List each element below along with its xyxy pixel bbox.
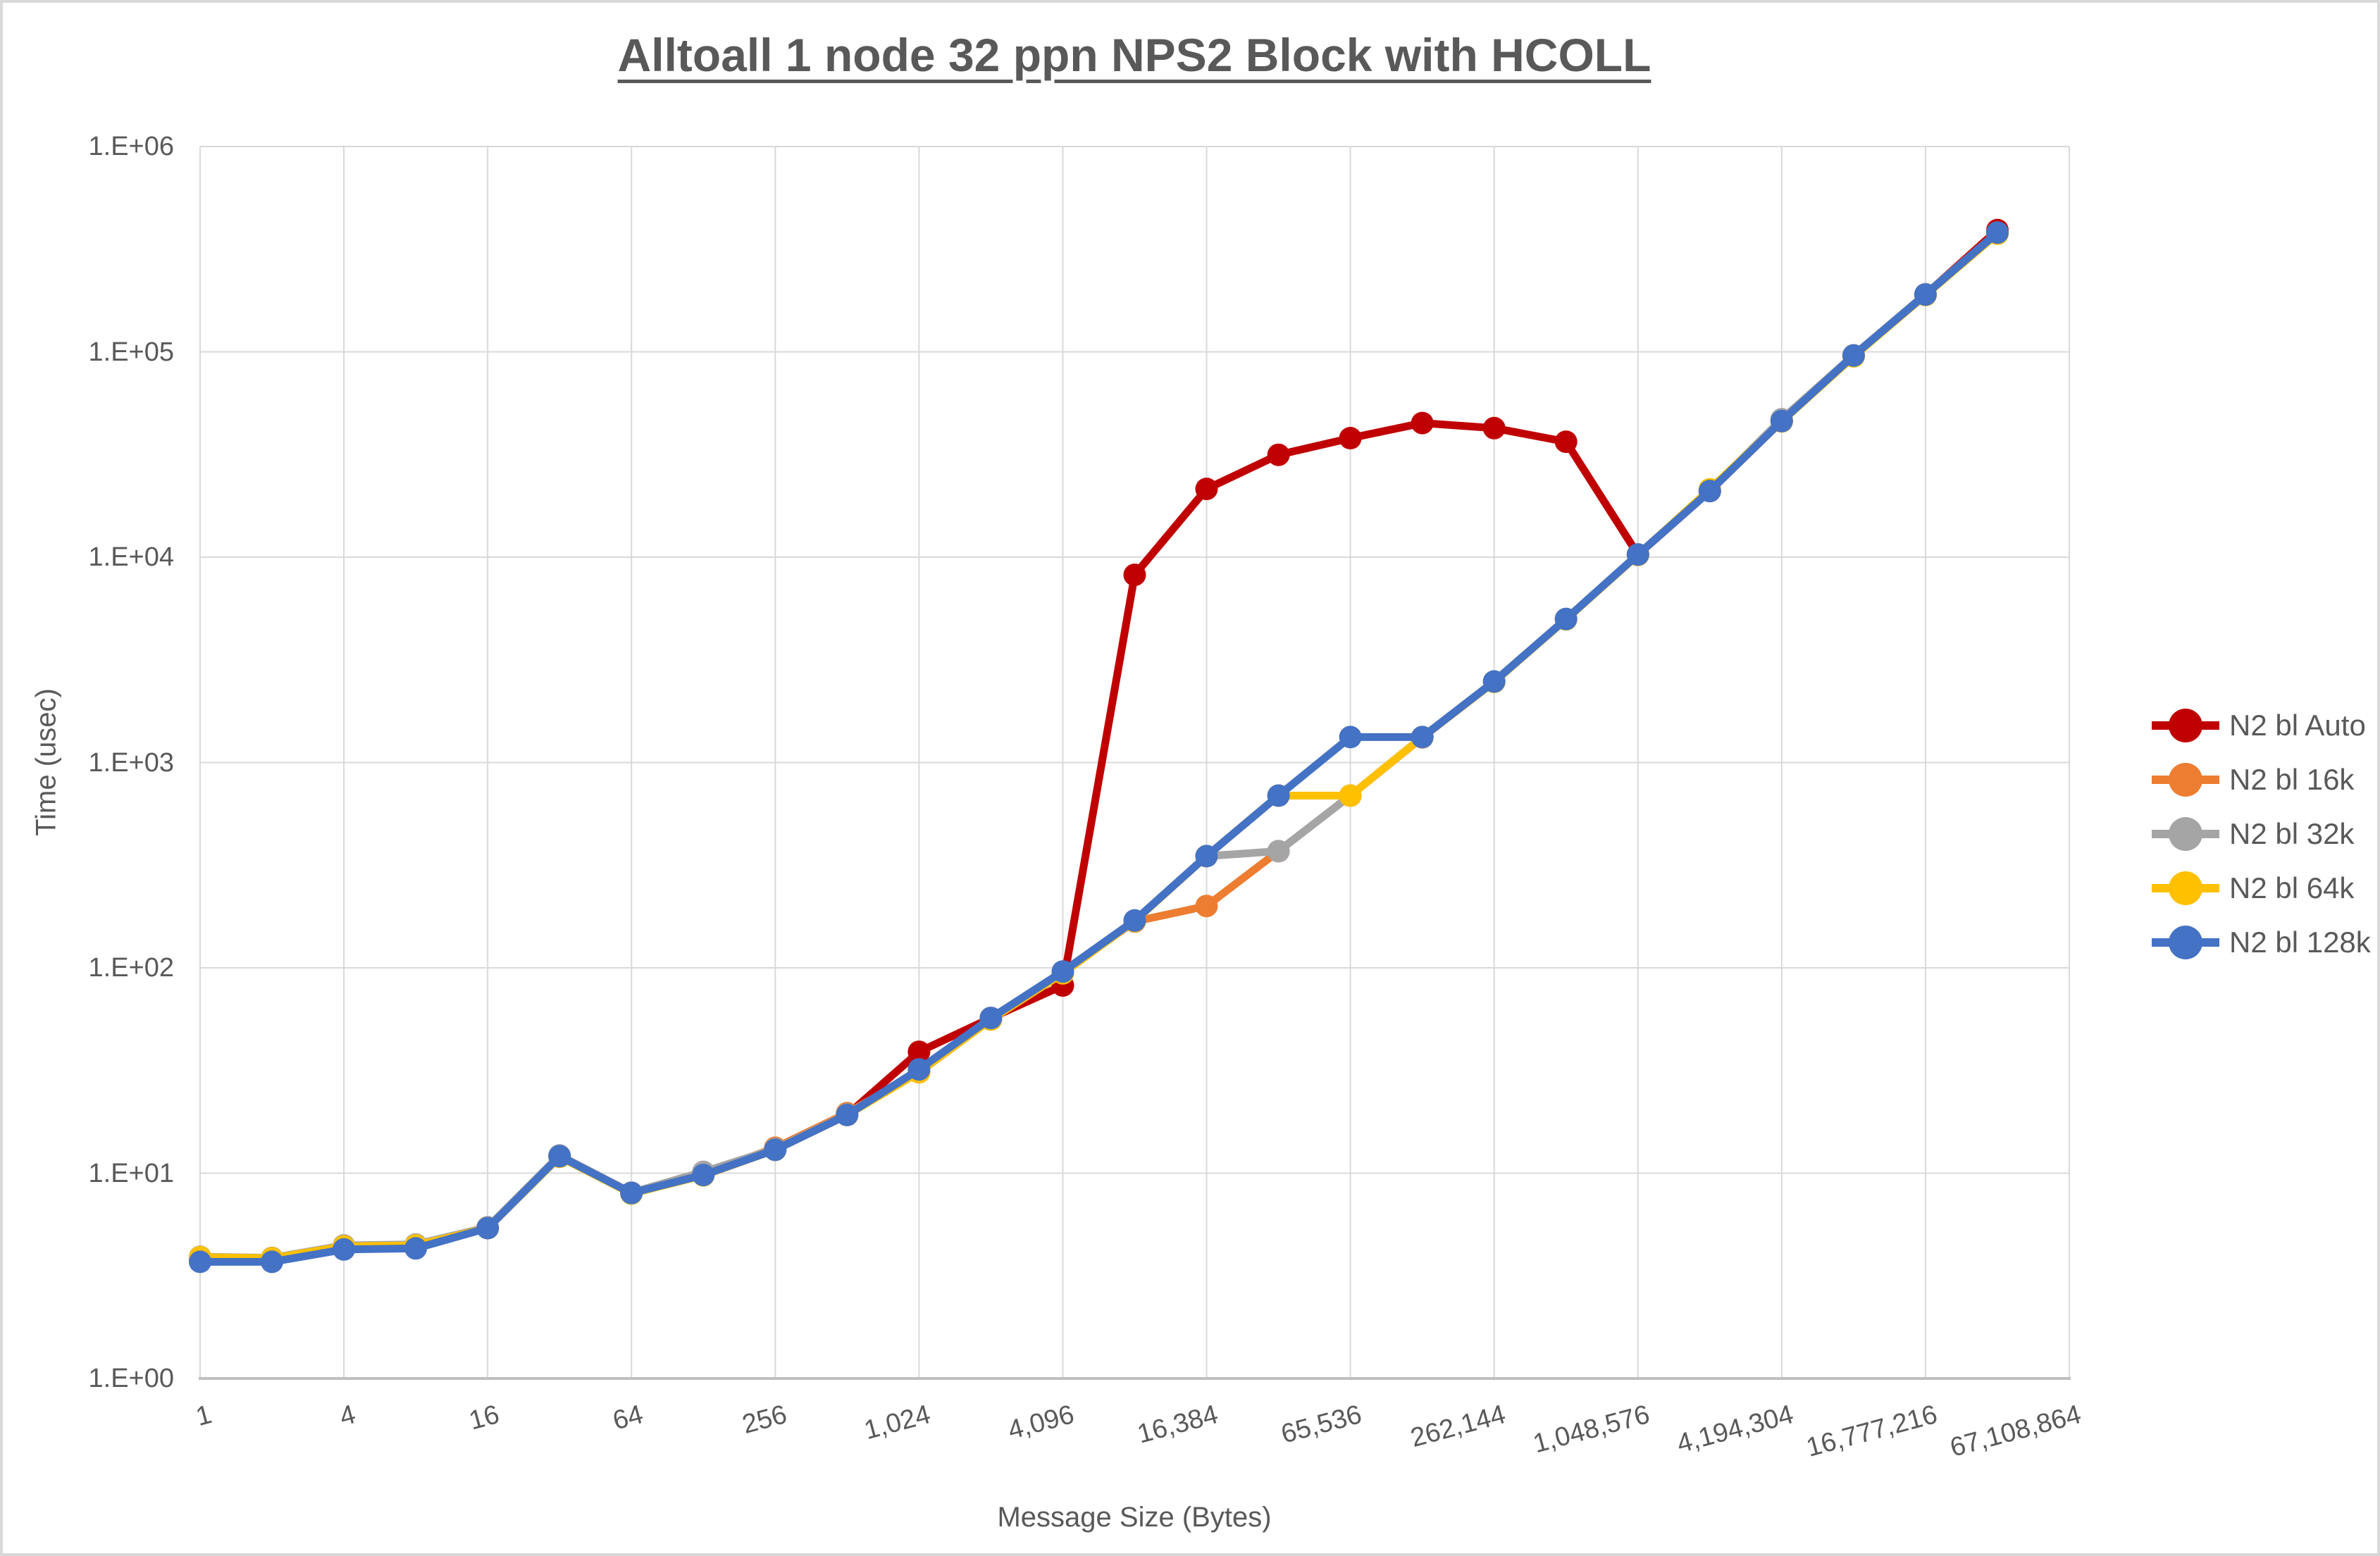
y-tick-label: 1.E+05 (88, 337, 175, 367)
y-tick-label: 1.E+01 (88, 1158, 175, 1188)
data-point-marker-N2-bl-128k (764, 1138, 787, 1162)
data-point-marker-N2-bl-128k (1267, 784, 1290, 807)
data-point-marker-N2-bl-128k (1123, 909, 1146, 932)
data-point-marker-N2-bl-64k (1339, 784, 1362, 807)
legend-marker (2152, 871, 2219, 905)
data-point-marker-N2-bl-128k (836, 1103, 859, 1126)
y-tick-label: 1.E+02 (88, 953, 175, 983)
x-axis-title: Message Size (Bytes) (997, 1502, 1272, 1533)
series-line-N2-bl-128k (196, 228, 2002, 1266)
data-point-marker-N2-bl-128k (1986, 221, 2009, 244)
data-point-marker-N2-bl-128k (548, 1145, 571, 1168)
legend-label: N2 bl Auto (2229, 709, 2366, 742)
legend-marker (2152, 709, 2219, 742)
data-point-marker-N2-bl-128k (1195, 845, 1218, 868)
data-point-marker-N2-bl-128k (404, 1237, 428, 1260)
y-tick-label: 1.E+03 (88, 747, 175, 778)
plot-area (189, 146, 2071, 1380)
data-point-marker-N2-bl-Auto (1411, 411, 1434, 435)
legend-label: N2 bl 32k (2229, 817, 2355, 850)
data-point-marker-N2-bl-128k (476, 1216, 500, 1240)
legend-marker (2152, 817, 2219, 851)
data-point-marker-N2-bl-128k (1339, 726, 1362, 749)
data-point-marker-N2-bl-128k (979, 1007, 1003, 1030)
legend-label: N2 bl 16k (2229, 763, 2355, 796)
legend-item-N2-bl-64k: N2 bl 64k (2150, 870, 2354, 907)
data-point-marker-N2-bl-Auto (1554, 430, 1578, 454)
chart-title: Alltoall 1 node 32 ppn NPS2 Block with H… (617, 29, 1651, 81)
data-point-marker-N2-bl-128k (1554, 607, 1578, 630)
data-point-marker-N2-bl-128k (1051, 960, 1074, 983)
data-point-marker-N2-bl-128k (907, 1058, 931, 1081)
y-tick-label: 1.E+00 (88, 1364, 175, 1393)
data-point-marker-N2-bl-32k (1267, 840, 1290, 863)
y-tick-label: 1.E+04 (88, 542, 175, 572)
legend-item-N2-bl-32k: N2 bl 32k (2150, 816, 2354, 852)
legend-item-N2-bl-Auto: N2 bl Auto (2150, 707, 2366, 744)
data-point-marker-N2-bl-128k (1698, 480, 1721, 503)
data-point-marker-N2-bl-Auto (1267, 443, 1290, 466)
data-point-marker-N2-bl-128k (620, 1181, 643, 1205)
data-point-marker-N2-bl-128k (1842, 344, 1865, 367)
legend-marker (2152, 763, 2219, 797)
data-point-marker-N2-bl-128k (261, 1250, 283, 1274)
data-point-marker-N2-bl-Auto (1482, 416, 1506, 440)
y-tick-label: 1.E+06 (88, 132, 175, 161)
data-point-marker-N2-bl-Auto (1195, 478, 1218, 501)
data-point-marker-N2-bl-128k (1482, 670, 1506, 693)
data-point-marker-N2-bl-128k (333, 1238, 356, 1261)
legend-label: N2 bl 128k (2229, 926, 2371, 959)
data-point-marker-N2-bl-128k (1411, 726, 1434, 749)
data-point-marker-N2-bl-Auto (907, 1040, 931, 1064)
data-point-marker-N2-bl-Auto (1123, 564, 1146, 587)
data-point-marker-N2-bl-128k (692, 1164, 715, 1187)
data-point-marker-N2-bl-128k (1770, 409, 1793, 432)
data-point-marker-N2-bl-128k (1914, 283, 1937, 306)
data-point-marker-N2-bl-Auto (1339, 427, 1362, 449)
legend-item-N2-bl-16k: N2 bl 16k (2150, 761, 2354, 798)
legend-marker (2152, 926, 2219, 959)
legend-item-N2-bl-128k: N2 bl 128k (2150, 924, 2371, 961)
data-point-marker-N2-bl-128k (1626, 543, 1649, 566)
data-point-marker-N2-bl-128k (189, 1250, 211, 1274)
legend-label: N2 bl 64k (2229, 871, 2355, 904)
data-point-marker-N2-bl-16k (1195, 895, 1218, 918)
